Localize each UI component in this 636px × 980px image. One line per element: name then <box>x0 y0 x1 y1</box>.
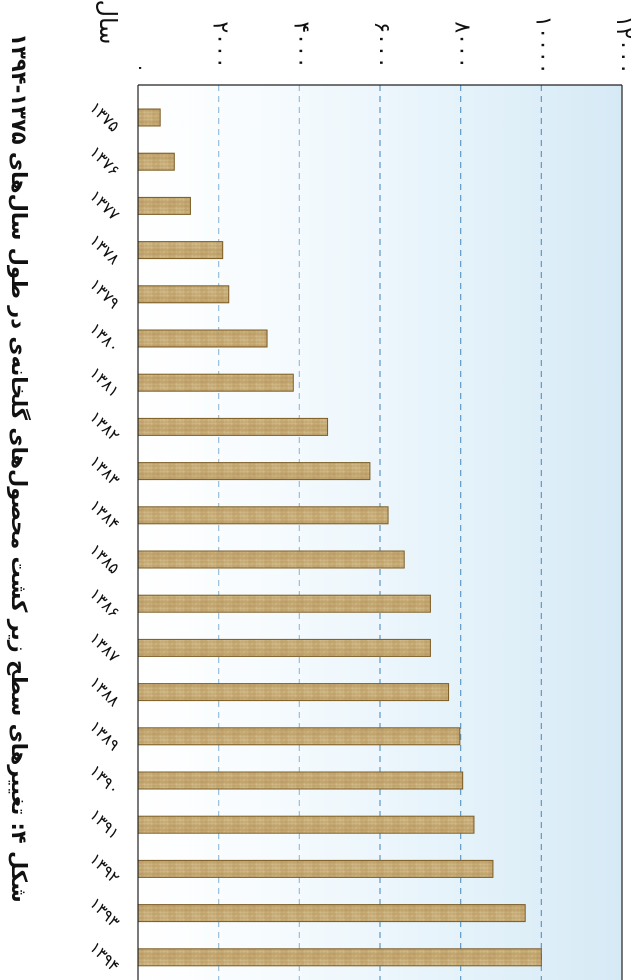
x-tick-label-0: ۰ <box>130 63 151 73</box>
bar-0 <box>137 108 161 127</box>
category-label-9: ۱۳۸۴ <box>86 496 124 534</box>
chart-title: شکل ۴: تغییرهای سطح زیر کشت محصول‌های گل… <box>7 33 32 902</box>
x-axis-tick-labels: ۰ ۲۰۰۰ ۴۰۰۰ ۶۰۰۰ ۸۰۰۰ ۱۰۰۰۰ ۱۲۰۰۰ <box>130 15 636 74</box>
category-label-14: ۱۳۸۹ <box>86 717 124 755</box>
y-axis-label: سال <box>94 0 122 44</box>
category-label-3: ۱۳۷۸ <box>86 231 124 269</box>
category-label-10: ۱۳۸۵ <box>86 540 124 578</box>
category-label-17: ۱۳۹۲ <box>86 849 124 887</box>
category-label-5: ۱۳۸۰ <box>86 319 124 357</box>
bar-17 <box>137 859 494 878</box>
bar-8 <box>137 462 371 481</box>
category-label-11: ۱۳۸۶ <box>86 584 124 622</box>
bar-15 <box>137 771 464 790</box>
bar-6 <box>137 373 294 392</box>
x-tick-label-2000: ۲۰۰۰ <box>208 21 233 68</box>
bar-9 <box>137 506 389 525</box>
bar-2 <box>137 196 191 215</box>
category-label-16: ۱۳۹۱ <box>86 805 124 843</box>
x-tick-label-8000: ۸۰۰۰ <box>450 21 475 68</box>
category-label-4: ۱۳۷۹ <box>86 275 124 313</box>
category-label-18: ۱۳۹۳ <box>86 894 124 932</box>
bar-18 <box>137 904 526 923</box>
x-tick-label-6000: ۶۰۰۰ <box>369 21 394 68</box>
category-label-6: ۱۳۸۱ <box>86 363 124 401</box>
bar-16 <box>137 815 475 834</box>
category-label-13: ۱۳۸۸ <box>86 673 124 711</box>
x-tick-label-10000: ۱۰۰۰۰ <box>530 15 555 74</box>
category-label-7: ۱۳۸۲ <box>86 407 124 445</box>
category-label-0: ۱۳۷۵ <box>86 98 124 136</box>
bar-3 <box>137 241 224 260</box>
category-label-19: ۱۳۹۴ <box>86 938 124 976</box>
bar-10 <box>137 550 405 569</box>
bar-5 <box>137 329 268 348</box>
category-label-8: ۱۳۸۳ <box>86 452 124 490</box>
bar-11 <box>137 594 431 613</box>
bar-19 <box>137 948 542 967</box>
category-label-15: ۱۳۹۰ <box>86 761 124 799</box>
bar-13 <box>137 683 450 702</box>
category-labels: ۱۳۷۵ ۱۳۷۶ ۱۳۷۷ ۱۳۷۸ ۱۳۷۹ ۱۳۸۰ ۱۳۸۱ ۱۳۸۲ ۱۳۸۳ ۱۳۸۴… <box>86 98 124 976</box>
bar-4 <box>137 285 230 304</box>
bar-1 <box>137 152 175 171</box>
bar-14 <box>137 727 461 746</box>
category-label-12: ۱۳۸۷ <box>86 628 124 666</box>
x-tick-label-4000: ۴۰۰۰ <box>288 21 313 68</box>
category-label-1: ۱۳۷۶ <box>86 142 124 180</box>
bar-7 <box>137 417 329 436</box>
bar-12 <box>137 638 431 657</box>
x-tick-label-12000: ۱۲۰۰۰ <box>611 15 636 74</box>
category-label-2: ۱۳۷۷ <box>86 186 124 224</box>
